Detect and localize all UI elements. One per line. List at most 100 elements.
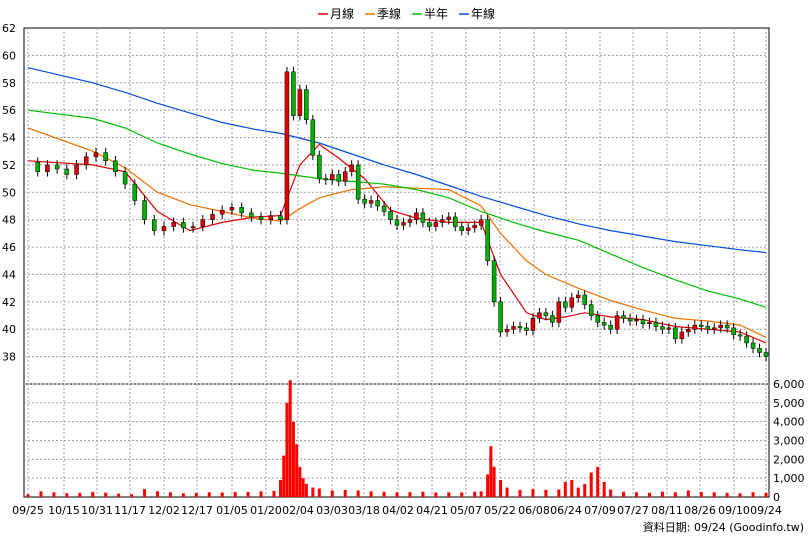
- candle-body: [103, 152, 108, 162]
- volume-bar: [78, 492, 82, 497]
- volume-bar: [460, 492, 464, 497]
- candle-body: [666, 327, 672, 330]
- candle-body: [556, 301, 562, 323]
- candle-body: [362, 198, 367, 204]
- candle-body: [171, 222, 176, 227]
- candle-body: [219, 209, 225, 215]
- x-tick-label: 08/26: [684, 504, 716, 517]
- volume-bar: [291, 421, 295, 497]
- candle-body: [249, 212, 254, 218]
- candle-body: [336, 174, 341, 182]
- candle-body: [498, 301, 503, 333]
- candle-body: [569, 297, 575, 308]
- volume-bar: [104, 492, 108, 497]
- candle-body: [660, 326, 665, 330]
- volume-bar: [181, 493, 185, 497]
- volume-bar: [246, 491, 250, 497]
- candle-body: [239, 207, 244, 214]
- candle-body: [465, 227, 471, 231]
- volume-bar: [602, 481, 606, 497]
- ma-line-3: [27, 67, 767, 254]
- legend-label-1: 季線: [377, 6, 401, 21]
- x-tick-label: 03/03: [316, 504, 348, 517]
- volume-bar: [285, 402, 289, 497]
- volume-bar: [518, 489, 522, 497]
- price-tick-label: 62: [2, 22, 16, 35]
- x-tick-label: 09/25: [12, 504, 44, 517]
- volume-bar: [65, 493, 69, 497]
- price-tick-label: 44: [2, 268, 16, 281]
- candle-body: [563, 301, 568, 308]
- volume-bars: [26, 380, 768, 497]
- candle-body: [161, 226, 167, 231]
- candle-body: [142, 200, 147, 220]
- candle-body: [229, 207, 235, 211]
- volume-tick-label: 0: [773, 491, 780, 504]
- volume-bar: [489, 446, 493, 497]
- volume-bar: [356, 490, 360, 497]
- volume-bar: [499, 480, 503, 497]
- candle-body: [420, 212, 426, 223]
- candle-body: [210, 213, 215, 220]
- candle-body: [284, 71, 290, 220]
- volume-bar: [635, 492, 639, 497]
- date-x-axis: 09/25 10/15 10/31 11/17 12/02 12/17 01/05 01/20…: [12, 504, 782, 517]
- candle-body: [74, 164, 79, 175]
- candle-body: [190, 226, 196, 229]
- ma-line-2: [27, 109, 767, 308]
- candle-body: [724, 324, 730, 329]
- candle-body: [699, 324, 704, 327]
- candle-body: [731, 327, 736, 335]
- price-plot-area: [23, 27, 770, 385]
- legend: 月線 季線 半年 年線: [318, 6, 495, 21]
- x-tick-label: 10/15: [48, 504, 80, 517]
- candle-body: [200, 219, 206, 227]
- x-tick-label: 10/31: [81, 504, 113, 517]
- candle-body: [491, 260, 497, 303]
- price-tick-label: 58: [2, 77, 16, 90]
- volume-bar: [531, 489, 535, 497]
- candle-body: [718, 324, 723, 329]
- volume-bar: [369, 491, 373, 497]
- candle-body: [472, 224, 477, 229]
- volume-tick-label: 5,000: [773, 397, 805, 410]
- price-tick-label: 60: [2, 49, 16, 62]
- volume-bar: [143, 489, 147, 497]
- volume-bar: [447, 492, 451, 497]
- volume-bar: [207, 492, 211, 497]
- candle-body: [543, 312, 549, 316]
- volume-bar: [699, 492, 703, 497]
- volume-bar: [473, 491, 477, 497]
- candle-body: [278, 215, 283, 220]
- volume-bar: [596, 466, 600, 497]
- volume-bar: [647, 492, 651, 497]
- volume-tick-label: 2,000: [773, 453, 805, 466]
- volume-bar: [382, 491, 386, 497]
- price-grid: [24, 28, 769, 384]
- volume-bar: [130, 494, 134, 497]
- x-tick-label: 04/02: [382, 504, 414, 517]
- candlesticks: [35, 67, 769, 362]
- candle-body: [317, 155, 322, 179]
- volume-bar: [408, 492, 412, 497]
- candle-body: [763, 352, 769, 357]
- volume-bar: [317, 488, 321, 497]
- volume-bar: [259, 491, 263, 497]
- volume-bar: [295, 444, 299, 497]
- candle-body: [433, 222, 439, 227]
- x-tick-label: 05/22: [484, 504, 516, 517]
- volume-y-axis: 0 1,000 2,000 3,000 4,000 5,000 6,000: [773, 378, 805, 504]
- volume-bar: [311, 487, 315, 497]
- candle-body: [576, 294, 581, 298]
- candle-body: [711, 327, 717, 330]
- price-tick-label: 48: [2, 214, 16, 227]
- x-tick-label: 01/05: [216, 504, 248, 517]
- candle-body: [595, 315, 600, 323]
- candle-body: [621, 315, 626, 319]
- candle-body: [427, 222, 432, 227]
- volume-bar: [26, 494, 30, 497]
- candle-body: [258, 216, 264, 220]
- price-tick-label: 50: [2, 186, 16, 199]
